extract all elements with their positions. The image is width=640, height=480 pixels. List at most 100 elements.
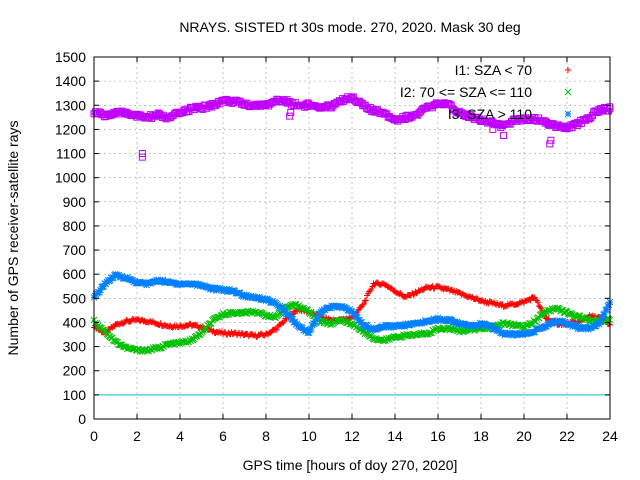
x-tick-label: 2	[133, 428, 141, 444]
data-point	[338, 302, 346, 310]
outlier-points	[138, 99, 555, 161]
x-tick-label: 20	[516, 428, 532, 444]
data-point	[567, 320, 575, 328]
data-point	[241, 309, 248, 317]
series-4	[90, 93, 614, 133]
data-point	[289, 315, 297, 323]
data-point	[242, 293, 249, 301]
data-point	[213, 287, 220, 294]
data-point	[156, 345, 163, 352]
x-tick-label: 4	[176, 428, 184, 444]
series-2	[90, 300, 614, 355]
data-point	[368, 286, 375, 293]
x-tick-label: 24	[602, 428, 618, 444]
data-point	[552, 319, 560, 326]
outlier-point	[500, 131, 508, 139]
data-point	[314, 314, 321, 321]
x-axis-label: GPS time [hours of doy 270, 2020]	[243, 457, 458, 473]
data-point	[280, 306, 288, 314]
outlier-point	[286, 112, 294, 120]
tick-layer: 0100200300400500600700800900100011001200…	[55, 49, 618, 444]
data-point	[527, 297, 534, 304]
x-tick-label: 8	[262, 428, 270, 444]
data-point	[362, 297, 369, 304]
data-point	[286, 311, 294, 319]
data-point	[305, 329, 313, 337]
data-point	[281, 309, 289, 316]
data-point	[430, 327, 438, 335]
data-point	[358, 319, 366, 326]
outlier-point	[304, 99, 312, 107]
data-point	[444, 317, 452, 325]
y-tick-label: 1100	[56, 146, 86, 162]
y-tick-label: 400	[63, 314, 87, 330]
data-point	[119, 343, 127, 350]
data-point	[194, 322, 201, 329]
data-point	[214, 313, 221, 321]
x-tick-label: 16	[430, 428, 446, 444]
data-point	[531, 318, 539, 326]
y-tick-label: 500	[63, 290, 87, 306]
y-tick-label: 1000	[55, 170, 86, 186]
data-point	[387, 324, 395, 331]
data-point	[363, 322, 371, 329]
data-point	[96, 289, 103, 296]
y-tick-label: 1400	[55, 73, 86, 89]
x-tick-label: 18	[473, 428, 489, 444]
x-tick-label: 0	[90, 428, 98, 444]
data-point	[596, 318, 604, 326]
data-point	[569, 311, 576, 318]
legend-label: I3: SZA > 110	[448, 106, 532, 122]
data-point	[534, 299, 541, 306]
data-point	[262, 297, 270, 305]
data-point	[603, 306, 611, 313]
data-point	[595, 320, 603, 328]
data-point	[475, 321, 483, 329]
y-tick-label: 100	[63, 387, 87, 403]
data-point	[413, 290, 420, 297]
data-point	[578, 314, 586, 321]
data-point	[457, 319, 464, 327]
data-point	[357, 304, 364, 311]
data-point	[601, 310, 608, 318]
outlier-point	[287, 109, 295, 117]
x-tick-label: 14	[387, 428, 403, 444]
y-tick-label: 0	[78, 411, 86, 427]
data-point	[97, 286, 104, 294]
x-tick-label: 22	[559, 428, 575, 444]
y-tick-label: 900	[63, 194, 87, 210]
data-point	[102, 280, 110, 288]
data-point	[255, 295, 262, 303]
data-point	[293, 320, 301, 328]
data-point	[213, 313, 220, 321]
series-layer	[90, 93, 614, 355]
data-point	[599, 314, 606, 322]
x-tick-label: 6	[219, 428, 227, 444]
outlier-point	[547, 136, 555, 144]
y-tick-label: 700	[63, 242, 87, 258]
data-point	[116, 341, 124, 349]
data-point	[312, 317, 319, 325]
data-point	[536, 325, 544, 333]
outlier-point	[138, 150, 146, 158]
data-point	[311, 320, 318, 328]
legend: I1: SZA < 70 I2: 70 <= SZA <= 110 I3: SZA …	[400, 62, 572, 122]
y-tick-label: 600	[63, 266, 87, 282]
data-point	[442, 325, 449, 333]
data-point	[360, 300, 367, 307]
data-point	[541, 309, 548, 316]
data-point	[222, 286, 230, 294]
y-tick-label: 1300	[55, 97, 86, 113]
x-tick-label: 12	[344, 428, 360, 444]
y-tick-label: 1200	[55, 121, 86, 137]
chart-title: NRAYS. SISTED rt 30s mode. 270, 2020. Ma…	[179, 19, 520, 35]
legend-label: I2: 70 <= SZA <= 110	[400, 84, 532, 100]
data-point	[592, 322, 600, 330]
y-tick-label: 1500	[55, 49, 86, 65]
y-tick-label: 300	[63, 339, 87, 355]
y-tick-label: 800	[63, 218, 87, 234]
data-point	[318, 306, 326, 314]
